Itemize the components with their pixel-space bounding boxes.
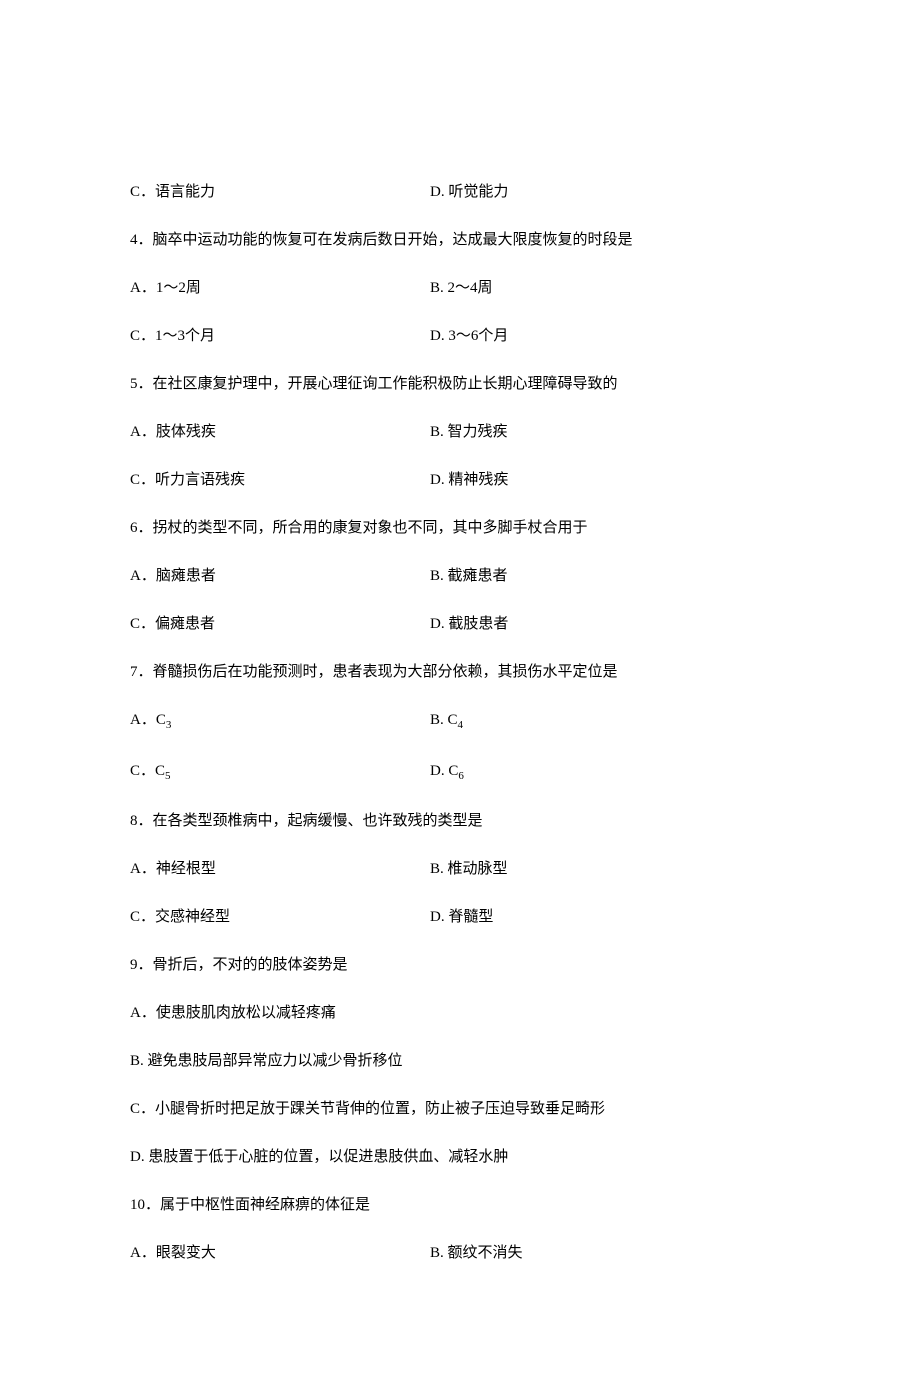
q7-b-sub: 4 <box>458 719 464 731</box>
exam-document: C．语言能力 D. 听觉能力 4．脑卒中运动功能的恢复可在发病后数日开始，达成最… <box>130 180 790 1265</box>
q7-d-sub: 6 <box>458 770 464 782</box>
q8-option-b: B. 椎动脉型 <box>430 857 508 881</box>
q7-d-prefix: D. C <box>430 763 458 779</box>
q9-option-b: B. 避免患肢局部异常应力以减少骨折移位 <box>130 1049 790 1073</box>
q4-option-a: A．1～2周 <box>130 276 430 300</box>
q10-option-a: A．眼裂变大 <box>130 1241 430 1265</box>
q7-option-row-cd: C．C5 D. C6 <box>130 759 790 786</box>
q8-option-row-cd: C．交感神经型 D. 脊髓型 <box>130 905 790 929</box>
q7-option-c: C．C5 <box>130 759 430 786</box>
q5-option-row-cd: C．听力言语残疾 D. 精神残疾 <box>130 468 790 492</box>
q6-option-row-cd: C．偏瘫患者 D. 截肢患者 <box>130 612 790 636</box>
q10-option-row-ab: A．眼裂变大 B. 额纹不消失 <box>130 1241 790 1265</box>
q5-option-d: D. 精神残疾 <box>430 468 508 492</box>
q4-option-row-ab: A．1～2周 B. 2～4周 <box>130 276 790 300</box>
q4-option-b: B. 2～4周 <box>430 276 493 300</box>
q4-option-c: C．1～3个月 <box>130 324 430 348</box>
q10-option-b: B. 额纹不消失 <box>430 1241 523 1265</box>
q7-option-d: D. C6 <box>430 759 464 786</box>
q7-option-b: B. C4 <box>430 708 463 735</box>
q3-option-d: D. 听觉能力 <box>430 180 508 204</box>
q5-question: 5．在社区康复护理中，开展心理征询工作能积极防止长期心理障碍导致的 <box>130 372 790 396</box>
q4-option-d: D. 3～6个月 <box>430 324 508 348</box>
q5-option-a: A．肢体残疾 <box>130 420 430 444</box>
q5-option-row-ab: A．肢体残疾 B. 智力残疾 <box>130 420 790 444</box>
q10-question: 10．属于中枢性面神经麻痹的体征是 <box>130 1193 790 1217</box>
q5-option-b: B. 智力残疾 <box>430 420 508 444</box>
q6-question: 6．拐杖的类型不同，所合用的康复对象也不同，其中多脚手杖合用于 <box>130 516 790 540</box>
q7-b-prefix: B. C <box>430 712 458 728</box>
q7-c-sub: 5 <box>165 770 171 782</box>
q7-option-row-ab: A．C3 B. C4 <box>130 708 790 735</box>
q6-option-b: B. 截瘫患者 <box>430 564 508 588</box>
q4-option-row-cd: C．1～3个月 D. 3～6个月 <box>130 324 790 348</box>
q7-c-prefix: C．C <box>130 763 165 779</box>
q6-option-c: C．偏瘫患者 <box>130 612 430 636</box>
q7-option-a: A．C3 <box>130 708 430 735</box>
q6-option-a: A．脑瘫患者 <box>130 564 430 588</box>
q8-option-row-ab: A．神经根型 B. 椎动脉型 <box>130 857 790 881</box>
q3-option-row-cd: C．语言能力 D. 听觉能力 <box>130 180 790 204</box>
q6-option-d: D. 截肢患者 <box>430 612 508 636</box>
q8-question: 8．在各类型颈椎病中，起病缓慢、也许致残的类型是 <box>130 809 790 833</box>
q3-option-c: C．语言能力 <box>130 180 430 204</box>
q6-option-row-ab: A．脑瘫患者 B. 截瘫患者 <box>130 564 790 588</box>
q5-option-c: C．听力言语残疾 <box>130 468 430 492</box>
q8-option-c: C．交感神经型 <box>130 905 430 929</box>
q7-question: 7．脊髓损伤后在功能预测时，患者表现为大部分依赖，其损伤水平定位是 <box>130 660 790 684</box>
q4-question: 4．脑卒中运动功能的恢复可在发病后数日开始，达成最大限度恢复的时段是 <box>130 228 790 252</box>
q9-option-c: C．小腿骨折时把足放于踝关节背伸的位置，防止被子压迫导致垂足畸形 <box>130 1097 790 1121</box>
q9-option-d: D. 患肢置于低于心脏的位置，以促进患肢供血、减轻水肿 <box>130 1145 790 1169</box>
q8-option-a: A．神经根型 <box>130 857 430 881</box>
q9-question: 9．骨折后，不对的的肢体姿势是 <box>130 953 790 977</box>
q7-a-sub: 3 <box>166 719 172 731</box>
q8-option-d: D. 脊髓型 <box>430 905 493 929</box>
q9-option-a: A．使患肢肌肉放松以减轻疼痛 <box>130 1001 790 1025</box>
q7-a-prefix: A．C <box>130 712 166 728</box>
